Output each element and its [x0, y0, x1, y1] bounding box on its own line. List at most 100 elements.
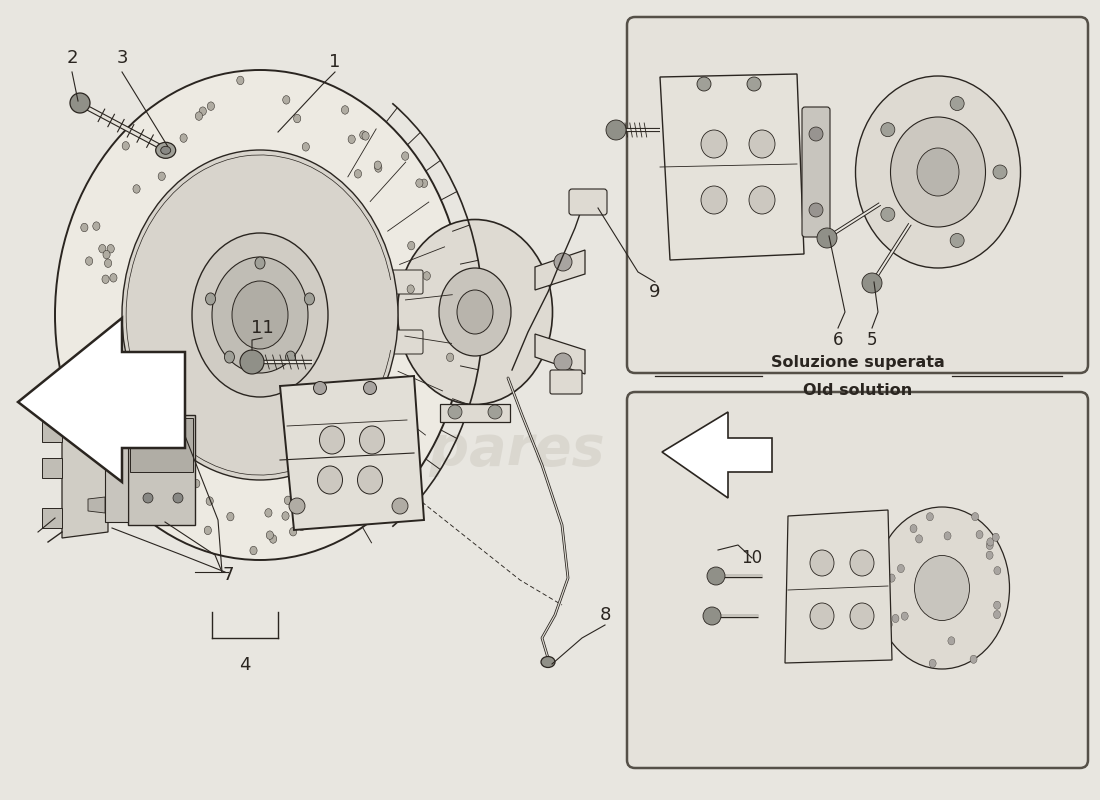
Ellipse shape	[192, 479, 200, 488]
Ellipse shape	[206, 497, 213, 506]
Ellipse shape	[915, 535, 923, 543]
Circle shape	[606, 120, 626, 140]
Circle shape	[747, 77, 761, 91]
Ellipse shape	[55, 70, 465, 560]
Ellipse shape	[944, 532, 952, 540]
Ellipse shape	[850, 603, 875, 629]
Ellipse shape	[286, 351, 296, 363]
Ellipse shape	[270, 534, 277, 543]
Circle shape	[554, 253, 572, 271]
Ellipse shape	[850, 550, 875, 576]
Ellipse shape	[439, 268, 512, 356]
Circle shape	[703, 607, 720, 625]
Circle shape	[707, 567, 725, 585]
Ellipse shape	[892, 614, 899, 622]
Ellipse shape	[993, 601, 1001, 610]
Ellipse shape	[140, 468, 147, 477]
FancyBboxPatch shape	[802, 107, 830, 237]
Circle shape	[993, 165, 1007, 179]
Ellipse shape	[891, 117, 986, 227]
Ellipse shape	[358, 466, 383, 494]
Polygon shape	[280, 376, 424, 530]
Ellipse shape	[348, 135, 355, 143]
Polygon shape	[535, 250, 585, 290]
Ellipse shape	[992, 533, 999, 542]
Ellipse shape	[212, 257, 308, 373]
Text: 1: 1	[329, 53, 341, 71]
Circle shape	[173, 493, 183, 503]
Ellipse shape	[930, 659, 936, 667]
FancyBboxPatch shape	[569, 189, 607, 215]
Ellipse shape	[354, 170, 362, 178]
Circle shape	[240, 350, 264, 374]
Circle shape	[554, 353, 572, 371]
Ellipse shape	[970, 655, 977, 663]
Ellipse shape	[161, 146, 170, 154]
Text: 5: 5	[867, 331, 878, 349]
Ellipse shape	[407, 285, 415, 294]
Ellipse shape	[810, 603, 834, 629]
Ellipse shape	[374, 161, 382, 170]
Text: 8: 8	[600, 606, 610, 624]
Ellipse shape	[987, 542, 993, 550]
Ellipse shape	[232, 281, 288, 349]
Ellipse shape	[976, 530, 983, 538]
Ellipse shape	[318, 482, 324, 491]
Ellipse shape	[914, 555, 969, 621]
FancyBboxPatch shape	[550, 370, 582, 394]
Ellipse shape	[402, 152, 409, 160]
Ellipse shape	[810, 550, 834, 576]
Ellipse shape	[289, 527, 297, 536]
Circle shape	[143, 493, 153, 503]
Ellipse shape	[372, 481, 379, 490]
Polygon shape	[662, 412, 772, 498]
Ellipse shape	[122, 150, 398, 480]
Ellipse shape	[224, 351, 234, 363]
Ellipse shape	[133, 185, 140, 193]
Ellipse shape	[173, 490, 179, 498]
Ellipse shape	[447, 353, 453, 362]
Ellipse shape	[250, 546, 257, 554]
Ellipse shape	[283, 96, 290, 104]
Ellipse shape	[158, 172, 165, 181]
Text: 9: 9	[649, 283, 661, 301]
Ellipse shape	[874, 507, 1010, 669]
Polygon shape	[42, 508, 62, 528]
Polygon shape	[535, 334, 585, 374]
Ellipse shape	[749, 186, 775, 214]
Circle shape	[143, 435, 153, 445]
Circle shape	[817, 228, 837, 248]
Circle shape	[392, 498, 408, 514]
Polygon shape	[88, 497, 104, 513]
Ellipse shape	[456, 290, 493, 334]
Ellipse shape	[99, 245, 106, 253]
Text: Old solution: Old solution	[803, 382, 913, 398]
Polygon shape	[130, 418, 192, 472]
Ellipse shape	[170, 483, 177, 492]
Polygon shape	[440, 404, 510, 422]
Ellipse shape	[341, 501, 348, 510]
Ellipse shape	[110, 274, 117, 282]
Ellipse shape	[416, 179, 424, 187]
Ellipse shape	[70, 93, 90, 113]
Ellipse shape	[993, 610, 1001, 618]
Text: 3: 3	[117, 49, 128, 67]
Ellipse shape	[408, 242, 415, 250]
Ellipse shape	[180, 134, 187, 142]
Circle shape	[697, 77, 711, 91]
Text: 11: 11	[251, 319, 274, 337]
Ellipse shape	[362, 132, 370, 140]
Ellipse shape	[353, 462, 360, 471]
Ellipse shape	[255, 257, 265, 269]
Ellipse shape	[948, 637, 955, 645]
Ellipse shape	[319, 426, 344, 454]
Ellipse shape	[227, 512, 234, 521]
Ellipse shape	[114, 371, 121, 380]
Text: 10: 10	[741, 549, 762, 567]
Ellipse shape	[285, 496, 292, 505]
Ellipse shape	[360, 131, 367, 139]
Ellipse shape	[199, 107, 207, 115]
FancyBboxPatch shape	[390, 330, 424, 354]
Ellipse shape	[901, 612, 909, 620]
Ellipse shape	[205, 526, 211, 534]
